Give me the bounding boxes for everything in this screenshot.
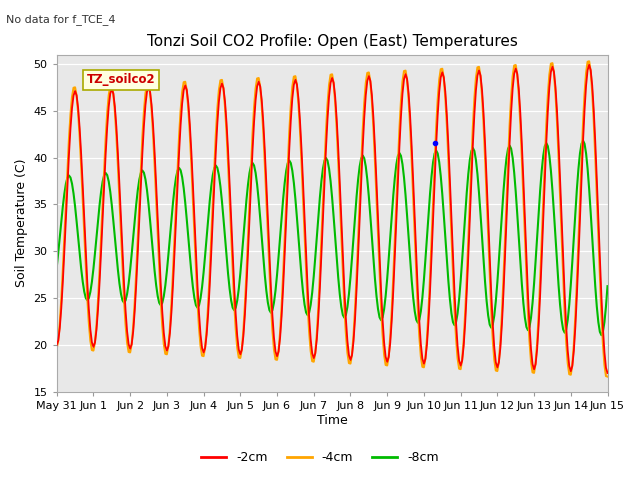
Y-axis label: Soil Temperature (C): Soil Temperature (C): [15, 159, 28, 288]
Text: No data for f_TCE_4: No data for f_TCE_4: [6, 14, 116, 25]
Text: TZ_soilco2: TZ_soilco2: [87, 73, 156, 86]
X-axis label: Time: Time: [317, 414, 348, 427]
Legend: -2cm, -4cm, -8cm: -2cm, -4cm, -8cm: [196, 446, 444, 469]
Title: Tonzi Soil CO2 Profile: Open (East) Temperatures: Tonzi Soil CO2 Profile: Open (East) Temp…: [147, 34, 518, 49]
